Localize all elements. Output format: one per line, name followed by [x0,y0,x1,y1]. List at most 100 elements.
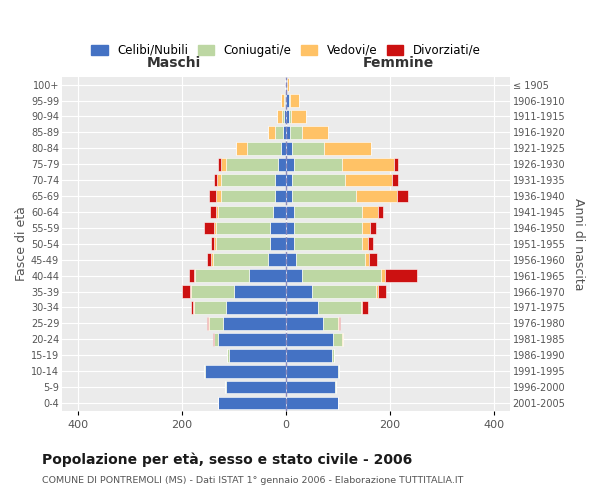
Bar [285,94,286,107]
Bar [296,254,365,266]
Bar [215,190,221,202]
Bar [397,190,408,202]
Bar [286,254,296,266]
Bar [229,349,286,362]
Bar [289,110,291,123]
Bar [284,110,286,123]
Bar [361,301,362,314]
Bar [286,94,289,107]
Bar [218,158,221,170]
Bar [226,158,278,170]
Bar [211,206,215,218]
Bar [214,222,215,234]
Bar [302,270,381,282]
Bar [394,158,398,170]
Bar [286,301,318,314]
Bar [281,94,284,107]
Bar [227,349,229,362]
Bar [286,78,287,91]
Bar [302,126,328,138]
Bar [226,301,286,314]
Bar [209,190,215,202]
Bar [194,270,195,282]
Bar [362,222,370,234]
Bar [318,301,361,314]
Bar [286,380,335,394]
Bar [286,238,294,250]
Bar [381,270,385,282]
Bar [312,285,376,298]
Bar [362,206,378,218]
Bar [188,270,194,282]
Bar [268,254,286,266]
Bar [211,238,214,250]
Bar [365,254,369,266]
Bar [268,126,275,138]
Bar [214,174,217,186]
Bar [289,94,290,107]
Bar [194,301,226,314]
Bar [392,174,398,186]
Bar [286,110,289,123]
Bar [292,190,356,202]
Bar [292,174,345,186]
Bar [273,206,286,218]
Bar [204,365,205,378]
Bar [286,365,338,378]
Bar [286,222,294,234]
Bar [205,365,286,378]
Bar [275,190,286,202]
Bar [332,349,334,362]
Bar [362,238,368,250]
Bar [182,285,190,298]
Text: Femmine: Femmine [362,56,434,70]
Bar [277,110,282,123]
Bar [234,285,286,298]
Bar [370,222,376,234]
Bar [325,142,371,154]
Text: COMUNE DI PONTREMOLI (MS) - Dati ISTAT 1° gennaio 2006 - Elaborazione TUTTITALIA: COMUNE DI PONTREMOLI (MS) - Dati ISTAT 1… [42,476,463,485]
Bar [207,317,208,330]
Bar [292,142,325,154]
Bar [290,94,299,107]
Bar [195,270,250,282]
Bar [376,285,378,298]
Y-axis label: Fasce di età: Fasce di età [15,206,28,281]
Text: Maschi: Maschi [147,56,201,70]
Bar [236,142,247,154]
Bar [341,158,394,170]
Bar [286,349,332,362]
Bar [218,333,286,345]
Bar [215,206,218,218]
Bar [217,174,221,186]
Bar [323,317,338,330]
Bar [226,380,286,394]
Bar [203,222,214,234]
Bar [294,222,362,234]
Bar [294,206,362,218]
Bar [385,270,417,282]
Bar [281,142,286,154]
Bar [190,285,191,298]
Bar [209,317,223,330]
Bar [213,254,268,266]
Bar [294,158,341,170]
Bar [286,206,294,218]
Legend: Celibi/Nubili, Coniugati/e, Vedovi/e, Divorziati/e: Celibi/Nubili, Coniugati/e, Vedovi/e, Di… [86,39,485,62]
Bar [378,206,383,218]
Bar [378,285,386,298]
Bar [247,142,281,154]
Bar [286,126,290,138]
Bar [286,333,333,345]
Bar [286,158,294,170]
Bar [278,158,286,170]
Bar [218,396,286,409]
Bar [286,285,312,298]
Bar [223,317,286,330]
Bar [286,396,338,409]
Bar [368,238,373,250]
Bar [275,174,286,186]
Bar [294,238,362,250]
Bar [284,94,285,107]
Text: Popolazione per età, sesso e stato civile - 2006: Popolazione per età, sesso e stato civil… [42,452,412,467]
